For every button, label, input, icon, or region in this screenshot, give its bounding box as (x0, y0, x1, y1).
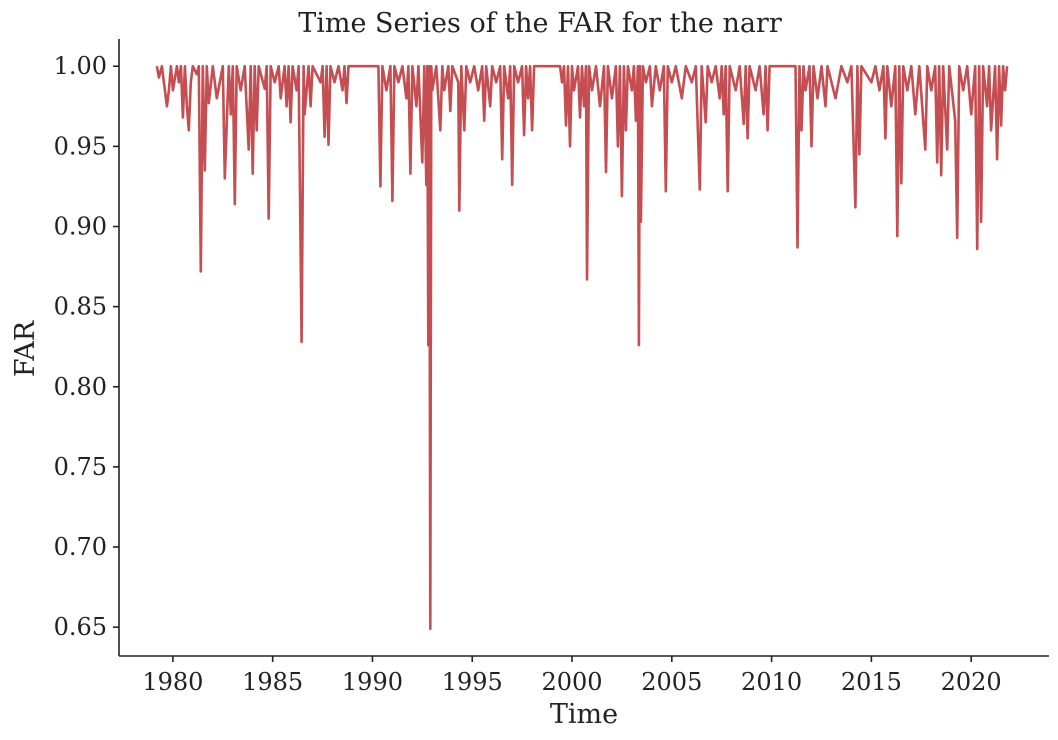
y-tick-label: 0.65 (54, 613, 107, 641)
x-tick-label: 2005 (641, 668, 702, 696)
y-tick-label: 0.85 (54, 293, 107, 321)
y-tick-label: 0.95 (54, 132, 107, 160)
x-tick-label: 1980 (142, 668, 203, 696)
y-tick-label: 0.70 (54, 533, 107, 561)
y-tick-label: 0.90 (54, 213, 107, 241)
x-axis-ticks: 1980 1985 1990 1995 2000 2005 2010 2015 2020 (142, 656, 1002, 696)
chart-title: Time Series of the FAR for the narr (298, 8, 782, 39)
series-line (155, 64, 1009, 631)
x-axis-label: Time (550, 699, 618, 730)
x-tick-label: 2010 (741, 668, 802, 696)
x-tick-label: 1990 (342, 668, 403, 696)
y-axis-ticks: 0.65 0.70 0.75 0.80 0.85 0.90 0.95 1.00 (54, 52, 119, 641)
y-tick-label: 1.00 (54, 52, 107, 80)
series-layer (155, 64, 1009, 631)
x-tick-label: 1995 (442, 668, 503, 696)
y-tick-label: 0.80 (54, 373, 107, 401)
x-tick-label: 2000 (541, 668, 602, 696)
y-axis-label: FAR (10, 320, 41, 377)
x-tick-label: 2015 (841, 668, 902, 696)
y-tick-label: 0.75 (54, 453, 107, 481)
x-tick-label: 2020 (941, 668, 1002, 696)
x-tick-label: 1985 (242, 668, 303, 696)
